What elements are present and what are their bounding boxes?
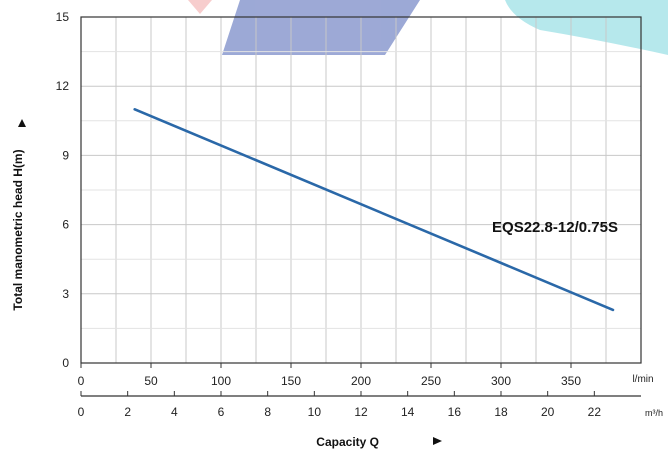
- series-line: [133, 108, 615, 312]
- x-secondary-tick-label: 20: [541, 405, 555, 419]
- x-secondary-tick-label: 8: [264, 405, 271, 419]
- x-secondary-tick-label: 6: [218, 405, 225, 419]
- x-secondary-unit: m³/h: [645, 408, 663, 418]
- x-primary-tick-label: 50: [144, 374, 158, 388]
- x-primary-tick-label: 100: [211, 374, 231, 388]
- x-secondary-tick-label: 10: [308, 405, 322, 419]
- x-secondary-tick-label: 0: [78, 405, 85, 419]
- x-secondary-tick-label: 12: [354, 405, 368, 419]
- y-tick-label: 0: [62, 356, 69, 370]
- y-axis-title: Total manometric head H(m): [11, 149, 25, 310]
- series-label: EQS22.8-12/0.75S: [492, 219, 618, 236]
- x-secondary-tick-label: 16: [448, 405, 462, 419]
- x-primary-tick-label: 250: [421, 374, 441, 388]
- y-tick-label: 15: [56, 10, 70, 24]
- watermark-red-shape: [188, 0, 212, 14]
- watermark-cyan-shape: [505, 0, 668, 55]
- y-axis-arrow-icon: [18, 119, 26, 127]
- watermark: [188, 0, 668, 55]
- grid: [80, 16, 642, 364]
- x-secondary-tick-label: 4: [171, 405, 178, 419]
- watermark-blue-shape: [222, 0, 420, 55]
- series-layer: [133, 108, 615, 312]
- x-secondary-tick-label: 18: [494, 405, 508, 419]
- x-primary-tick-label: 150: [281, 374, 301, 388]
- svg-text:Total manometric head H(m): Total manometric head H(m): [11, 149, 25, 310]
- y-tick-labels: 0 3 6 9 12 15: [56, 10, 70, 370]
- x-secondary-tick-labels: 0 2 4 6 8 10 12 14 16 18 20 22: [78, 391, 602, 419]
- x-primary-tick-labels: 0 50 100 150 200 250 300 350: [78, 363, 581, 388]
- x-secondary-tick-label: 22: [588, 405, 602, 419]
- y-tick-label: 6: [62, 218, 69, 232]
- y-tick-label: 9: [62, 148, 69, 162]
- x-primary-tick-label: 0: [78, 374, 85, 388]
- x-primary-tick-label: 200: [351, 374, 371, 388]
- x-primary-tick-label: 300: [491, 374, 511, 388]
- x-axis-arrow-icon: [433, 437, 442, 445]
- x-axis-title: Capacity Q: [316, 435, 379, 449]
- y-tick-label: 3: [62, 287, 69, 301]
- y-tick-label: 12: [56, 79, 70, 93]
- x-primary-unit: l/min: [632, 374, 653, 385]
- x-primary-tick-label: 350: [561, 374, 581, 388]
- x-secondary-tick-label: 14: [401, 405, 415, 419]
- x-secondary-tick-label: 2: [124, 405, 131, 419]
